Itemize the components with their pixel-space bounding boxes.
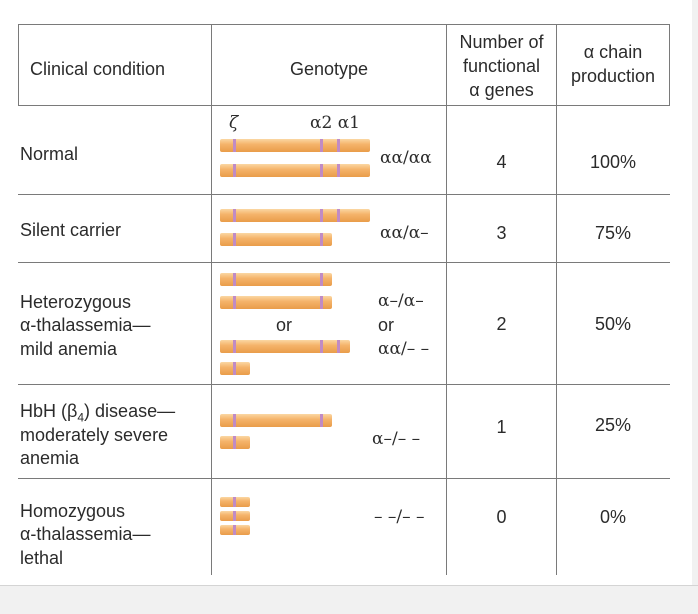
header-number-of-genes-line3: α genes	[469, 80, 534, 100]
table-top-rule	[18, 24, 670, 25]
gene-band-zeta	[233, 296, 236, 309]
gene-band-alpha1	[337, 139, 340, 152]
gene-band-alpha1	[337, 340, 340, 353]
gene-band-alpha2	[320, 273, 323, 286]
gene-band-zeta	[233, 511, 236, 521]
genotype-heterozygous-line3: αα/– –	[378, 339, 430, 359]
header-number-of-genes-line2: functional	[462, 56, 541, 76]
genes-silent-carrier: 3	[496, 223, 507, 243]
gene-band-alpha1	[337, 209, 340, 222]
gene-band-zeta	[233, 436, 236, 449]
page-divider	[0, 585, 698, 586]
table-card: Clinical condition Genotype Number of fu…	[0, 0, 692, 585]
production-heterozygous: 50%	[594, 314, 632, 334]
chromosome-bar	[220, 414, 332, 427]
column-divider	[556, 24, 557, 575]
chromosome-bar	[220, 340, 350, 353]
condition-homozygous-line1: Homozygous	[20, 501, 126, 521]
row-divider	[18, 478, 670, 479]
chromosome-bar	[220, 209, 370, 222]
gene-band-zeta	[233, 497, 236, 507]
column-divider	[211, 24, 212, 575]
genes-heterozygous: 2	[496, 314, 507, 334]
genotype-heterozygous-line2: or	[378, 315, 395, 335]
condition-heterozygous-line1: Heterozygous	[20, 292, 132, 312]
gene-band-zeta	[233, 414, 236, 427]
gene-band-alpha2	[320, 414, 323, 427]
gene-band-alpha2	[320, 209, 323, 222]
gene-band-alpha2	[320, 139, 323, 152]
row-divider	[18, 262, 670, 263]
production-silent-carrier: 75%	[594, 223, 632, 243]
header-clinical-condition: Clinical condition	[30, 59, 166, 79]
genotype-homozygous: – –/– –	[374, 507, 425, 527]
column-divider	[446, 24, 447, 575]
row-divider	[18, 384, 670, 385]
genotype-normal: αα/αα	[380, 148, 432, 168]
gene-band-alpha2	[320, 164, 323, 177]
genes-normal: 4	[496, 152, 507, 172]
genotype-hbh: α–/– –	[372, 429, 421, 449]
gene-band-zeta	[233, 139, 236, 152]
gene-band-zeta	[233, 164, 236, 177]
gene-band-alpha1	[337, 164, 340, 177]
gene-band-zeta	[233, 273, 236, 286]
header-production-line1: α chain	[583, 42, 643, 62]
condition-homozygous-line3: lethal	[20, 548, 64, 568]
row-divider	[18, 194, 670, 195]
condition-silent-carrier: Silent carrier	[20, 220, 122, 240]
chromosome-bar	[220, 164, 370, 177]
header-bottom-rule	[18, 105, 670, 106]
chromosome-bar	[220, 233, 332, 246]
header-production-line2: production	[570, 66, 656, 86]
gene-band-alpha2	[320, 340, 323, 353]
condition-hbh-line3: anemia	[20, 448, 80, 468]
genotype-heterozygous-line1: α–/α–	[378, 291, 424, 311]
production-homozygous: 0%	[599, 507, 626, 527]
condition-heterozygous-line2: α-thalassemia—	[20, 315, 151, 335]
gene-band-zeta	[233, 340, 236, 353]
column-divider	[669, 24, 670, 106]
genes-homozygous: 0	[496, 507, 507, 527]
header-number-of-genes-line1: Number of	[459, 32, 544, 52]
chromosome-bar	[220, 139, 370, 152]
chromosome-bar	[220, 296, 332, 309]
alpha-gene-labels: α2 α1	[310, 113, 360, 133]
chromosome-bar	[220, 273, 332, 286]
condition-heterozygous-line3: mild anemia	[20, 339, 118, 359]
condition-hbh-line2: moderately severe	[20, 425, 169, 445]
gene-band-alpha2	[320, 296, 323, 309]
gene-band-zeta	[233, 209, 236, 222]
zeta-gene-label: ζ	[229, 113, 239, 133]
production-normal: 100%	[589, 152, 637, 172]
production-hbh: 25%	[594, 415, 632, 435]
column-divider	[18, 24, 19, 106]
genes-hbh: 1	[496, 417, 507, 437]
gene-band-zeta	[233, 233, 236, 246]
condition-hbh-line1: HbH (β4) disease—	[20, 401, 176, 425]
gene-band-zeta	[233, 525, 236, 535]
gene-band-alpha2	[320, 233, 323, 246]
or-label: or	[276, 315, 293, 335]
header-genotype: Genotype	[289, 59, 369, 79]
gene-band-zeta	[233, 362, 236, 375]
genotype-silent-carrier: αα/α–	[380, 223, 429, 243]
condition-normal: Normal	[20, 144, 79, 164]
condition-homozygous-line2: α-thalassemia—	[20, 524, 151, 544]
